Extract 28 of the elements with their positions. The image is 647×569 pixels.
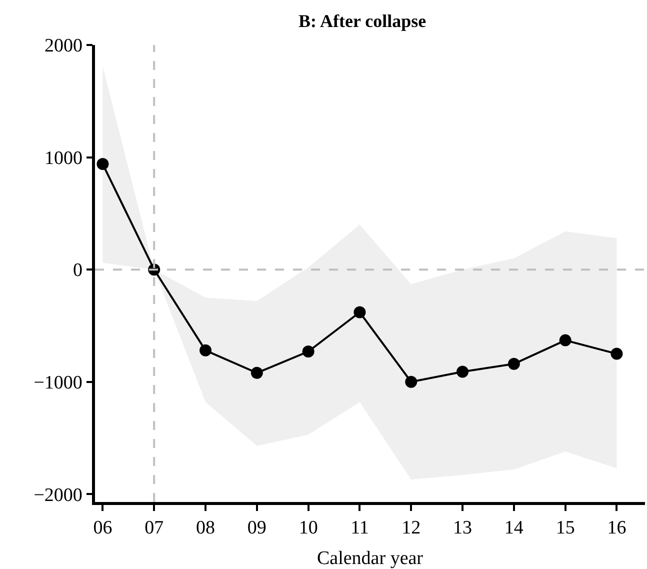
y-tick-label: −1000 [34,372,82,394]
point [354,306,366,318]
x-tick-label: 15 [556,518,575,539]
point [559,334,572,346]
x-tick-label: 10 [298,518,318,539]
x-tick-label: 14 [504,518,524,539]
point [456,366,469,378]
x-tick-label: 13 [453,518,472,539]
point [302,346,314,358]
point [610,348,623,360]
x-tick-label: 06 [93,518,112,539]
y-tick-label: 1000 [44,148,82,169]
x-tick-label: 11 [350,518,369,539]
x-tick-label: 09 [247,518,266,539]
x-axis-title: Calendar year [316,548,424,569]
point [405,376,418,388]
point [250,366,263,379]
point [200,344,212,356]
x-tick-label: 07 [144,518,164,539]
x-tick-label: 12 [402,518,421,539]
y-tick-label: −2000 [34,484,82,506]
point [96,158,109,170]
x-tick-label: 16 [607,518,626,539]
chart-title: B: After collapse [298,10,426,31]
point [508,358,520,370]
y-tick-label: 2000 [44,36,82,57]
x-tick-label: 08 [196,518,216,539]
y-tick-label: 0 [72,260,82,282]
